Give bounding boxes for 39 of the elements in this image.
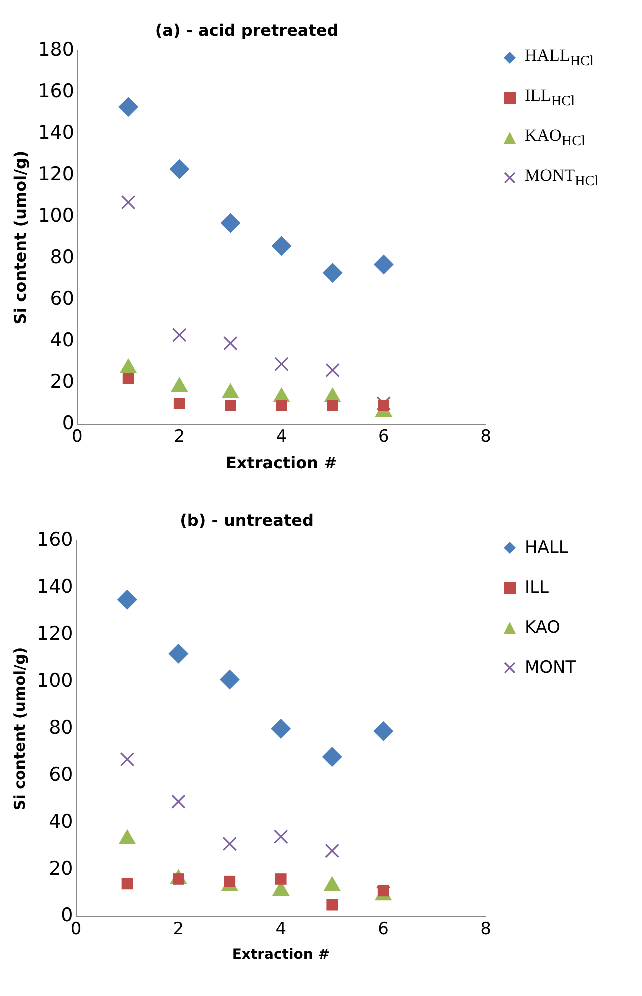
x-tick-label: 6	[378, 919, 389, 940]
legend-label: ILL	[525, 578, 549, 598]
y-tick-label: 100	[37, 670, 74, 692]
y-tick-label: 60	[49, 764, 74, 786]
y-tick-label: 80	[50, 246, 74, 268]
y-tick-label: 160	[38, 80, 74, 103]
x-tick-label: 8	[480, 427, 492, 448]
x-axis-title: Extraction #	[232, 947, 330, 964]
y-axis-title: Si content (umol/g)	[10, 647, 29, 811]
legend-label: HALL	[525, 538, 568, 558]
x-axis-title: Extraction #	[226, 454, 338, 473]
legend-label: MONT	[525, 658, 576, 678]
y-tick-label: 140	[38, 122, 74, 144]
x-tick-label: 2	[173, 919, 184, 940]
y-tick-label: 100	[38, 205, 74, 228]
y-tick-label: 80	[49, 716, 74, 739]
y-tick-label: 160	[37, 529, 74, 552]
legend-label: KAO$_{HCl}$	[525, 126, 586, 150]
chart-title: (a) - acid pretreated	[155, 20, 339, 40]
y-tick-label: 40	[50, 329, 74, 352]
x-tick-label: 8	[480, 919, 492, 940]
y-tick-label: 20	[50, 370, 74, 393]
y-tick-label: 120	[37, 623, 74, 646]
y-tick-label: 60	[50, 288, 74, 310]
y-tick-label: 120	[38, 164, 74, 186]
y-tick-label: 140	[37, 576, 74, 598]
legend-label: MONT$_{HCl}$	[525, 166, 599, 190]
chart-title: (b) - untreated	[180, 510, 314, 530]
x-tick-label: 4	[276, 427, 288, 448]
x-tick-label: 4	[276, 919, 287, 940]
x-tick-label: 6	[378, 427, 390, 448]
y-tick-label: 20	[49, 858, 74, 880]
y-tick-label: 180	[38, 39, 74, 62]
legend-label: ILL$_{HCl}$	[525, 86, 576, 110]
legend-label: HALL$_{HCl}$	[525, 46, 594, 70]
x-tick-label: 2	[174, 427, 186, 448]
y-axis-title: Si content (umol/g)	[10, 150, 30, 325]
y-tick-label: 40	[49, 810, 74, 833]
legend-label: KAO	[525, 618, 561, 638]
